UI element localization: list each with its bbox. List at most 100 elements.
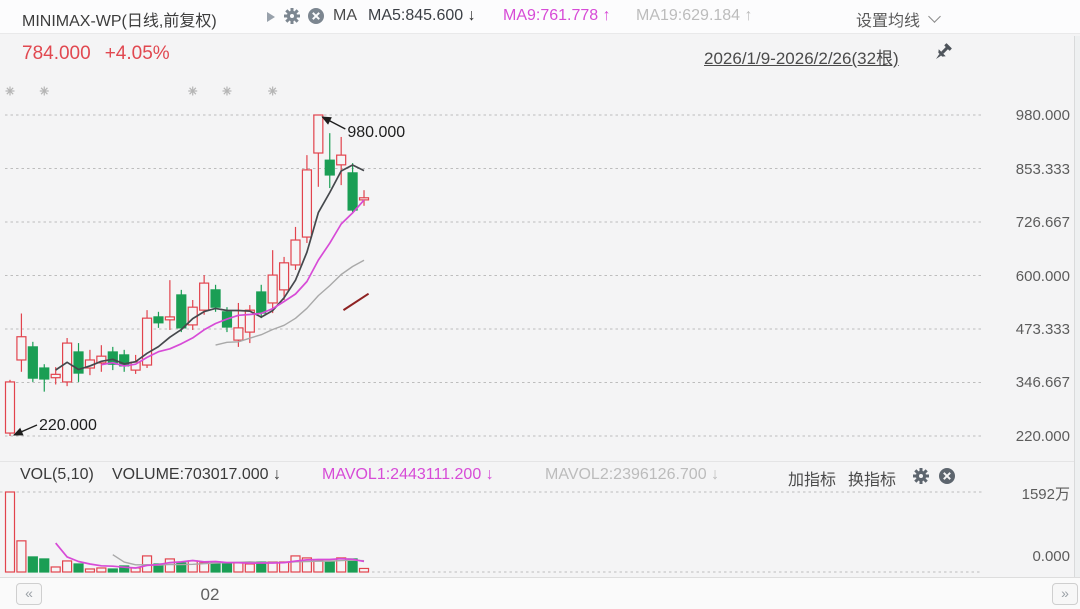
month-label: 02	[200, 585, 220, 604]
candle	[301, 169, 313, 238]
ma9-arrow: ↑	[602, 7, 611, 24]
candle	[313, 114, 324, 154]
symbol-title: MINIMAX-WP(日线,前复权)	[22, 13, 217, 30]
vol-indicator-label: VOL(5,10)	[20, 466, 94, 483]
right-gutter	[1074, 36, 1080, 577]
candle	[233, 327, 244, 341]
event-markers	[5, 86, 278, 96]
scroll-right-button[interactable]: »	[1052, 583, 1078, 605]
volume-bar	[84, 568, 96, 573]
change-percent: +4.05%	[104, 43, 170, 64]
event-marker-icon[interactable]	[268, 86, 278, 96]
volume-bar	[301, 557, 313, 573]
price-axis-label: 980.000	[1015, 107, 1070, 124]
candle	[199, 282, 210, 311]
ma19-line	[215, 259, 365, 346]
pane-divider	[0, 461, 1074, 462]
volume-bar	[27, 556, 38, 573]
volume-bar	[221, 563, 233, 573]
volume-bar	[73, 563, 84, 573]
add-indicator-button[interactable]: 加指标	[788, 472, 837, 489]
volume-bar	[324, 561, 335, 573]
event-marker-icon[interactable]	[5, 86, 15, 96]
volume-bar	[119, 565, 130, 573]
date-range-link[interactable]: 2026/1/9-2026/2/26(32根)	[704, 49, 899, 68]
pin-icon[interactable]	[932, 41, 954, 63]
candle	[347, 172, 358, 211]
vol-close-icon[interactable]	[938, 467, 956, 485]
candle	[176, 294, 187, 329]
volume-bar	[16, 540, 27, 573]
volume-bar	[164, 558, 175, 573]
ma5-arrow: ↓	[467, 7, 476, 24]
candles	[4, 114, 370, 436]
price-axis-label: 346.667	[1015, 374, 1070, 391]
high-annotation: 980.000	[347, 124, 405, 141]
volume-bar	[141, 555, 153, 573]
mavol1-arrow: ↓	[485, 466, 494, 483]
candle	[73, 351, 84, 374]
candle	[16, 336, 27, 361]
candle	[336, 154, 347, 166]
volume-axis-label: 0.000	[1032, 548, 1070, 565]
volume-bar	[187, 560, 198, 573]
volume-bar	[61, 560, 73, 573]
ma-group-label: MA	[333, 7, 357, 24]
mavol1-value: MAVOL1:2443111.200 ↓	[322, 466, 494, 483]
volume-arrow: ↓	[273, 466, 281, 483]
ma5-line	[55, 164, 365, 371]
mavol2-arrow: ↓	[711, 466, 720, 483]
candle	[107, 351, 118, 365]
candle	[267, 274, 278, 304]
candle	[290, 239, 301, 266]
ma9-line	[101, 199, 365, 367]
vol-gear-icon[interactable]	[912, 467, 930, 485]
candle	[50, 373, 61, 379]
chart-header-bar: MINIMAX-WP(日线,前复权) MA MA5:845.600 ↓ MA9:…	[0, 0, 1080, 34]
volume-bar	[233, 562, 244, 573]
scroll-left-button[interactable]: «	[16, 583, 42, 605]
gear-icon[interactable]	[283, 7, 301, 25]
candle	[278, 262, 290, 291]
price-axis-label: 473.333	[1015, 321, 1070, 338]
price-axis-label: 600.000	[1015, 268, 1070, 285]
event-marker-icon[interactable]	[222, 86, 232, 96]
mavol1-line	[55, 542, 365, 569]
play-icon[interactable]	[267, 12, 275, 22]
candle	[96, 355, 107, 364]
volume-bar	[96, 567, 107, 573]
volume-bar	[199, 562, 210, 573]
last-price: 784.000	[22, 43, 91, 64]
ma19-arrow: ↑	[744, 7, 753, 24]
volume-bar	[176, 562, 187, 573]
high-arrow	[321, 116, 346, 130]
candle	[324, 159, 335, 176]
close-indicator-icon[interactable]	[307, 7, 325, 25]
price-axis-label: 853.333	[1015, 161, 1070, 178]
event-marker-icon[interactable]	[188, 86, 198, 96]
trendline-segment[interactable]	[342, 292, 370, 311]
candle	[210, 289, 221, 308]
candle	[27, 346, 38, 379]
ma9-value: MA9:761.778 ↑	[503, 7, 611, 24]
chevron-down-icon[interactable]	[928, 10, 941, 23]
volume-bar	[39, 558, 50, 573]
low-arrow	[12, 424, 38, 436]
timeline-bar: « 02 »	[0, 577, 1080, 609]
volume-bar	[244, 563, 255, 573]
current-quote: 784.000 +4.05%	[22, 43, 170, 65]
event-marker-icon[interactable]	[39, 86, 49, 96]
ma-settings-button[interactable]: 设置均线	[856, 13, 921, 30]
candle	[164, 316, 175, 321]
switch-indicator-button[interactable]: 换指标	[848, 472, 897, 489]
volume-bar	[50, 566, 61, 573]
volume-value: VOLUME:703017.000 ↓	[112, 466, 281, 483]
candle	[244, 309, 255, 333]
candle	[256, 291, 267, 314]
ma5-value: MA5:845.600 ↓	[368, 7, 476, 24]
volume-axis-label: 1592万	[1021, 486, 1070, 503]
volume-bar	[107, 568, 118, 573]
candle	[39, 367, 50, 380]
